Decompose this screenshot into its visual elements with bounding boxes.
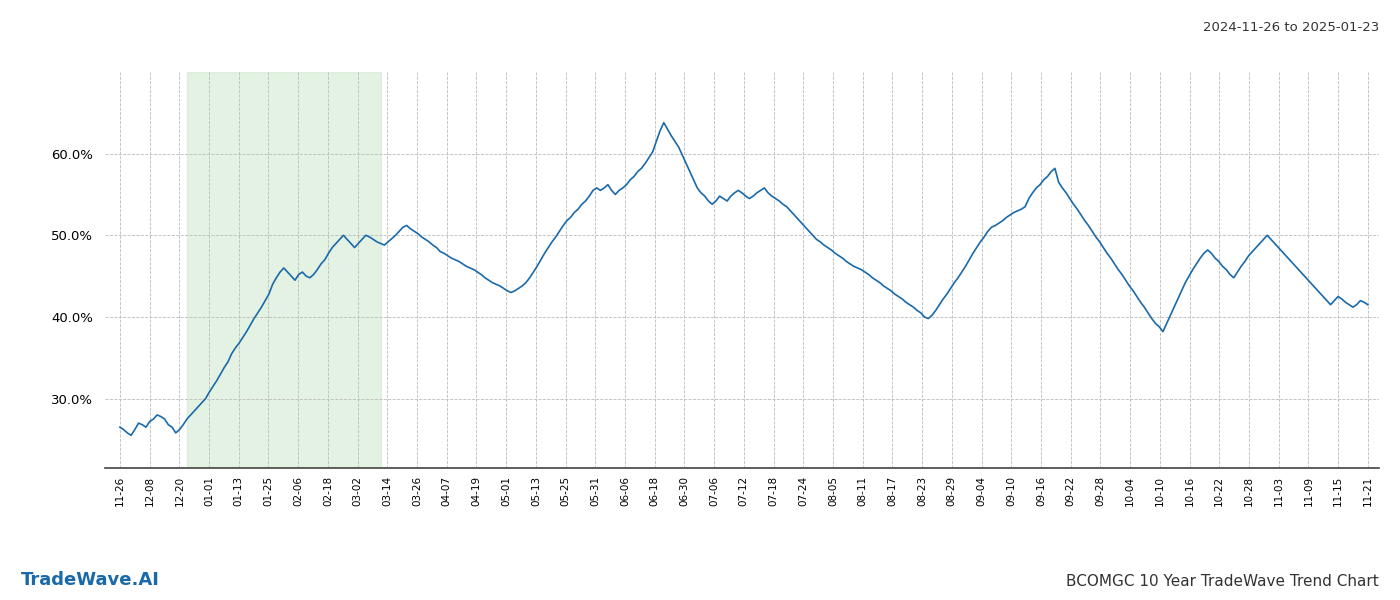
- Text: TradeWave.AI: TradeWave.AI: [21, 571, 160, 589]
- Bar: [188, 72, 381, 468]
- Text: 2024-11-26 to 2025-01-23: 2024-11-26 to 2025-01-23: [1203, 21, 1379, 34]
- Text: BCOMGC 10 Year TradeWave Trend Chart: BCOMGC 10 Year TradeWave Trend Chart: [1067, 574, 1379, 589]
